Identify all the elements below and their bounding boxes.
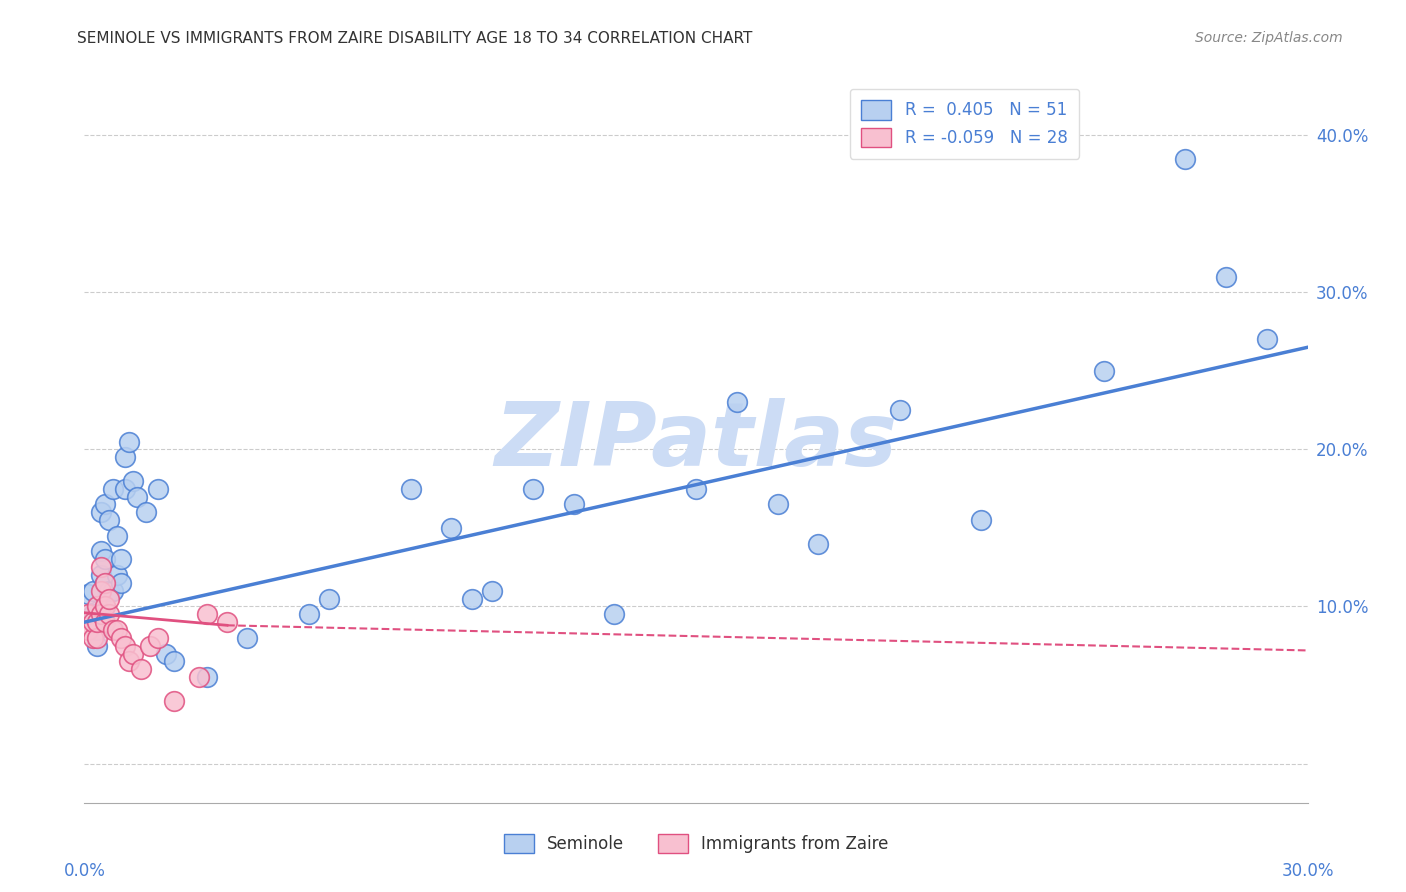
Point [298, 607, 321, 622]
Point [90, 568, 112, 582]
Point [110, 552, 132, 566]
Point [93, 599, 115, 614]
Text: Source: ZipAtlas.com: Source: ZipAtlas.com [1195, 31, 1343, 45]
Point [97, 513, 120, 527]
Point [440, 521, 463, 535]
Text: 30.0%: 30.0% [1281, 863, 1334, 880]
Point [114, 482, 136, 496]
Point [82, 615, 104, 630]
Legend: Seminole, Immigrants from Zaire: Seminole, Immigrants from Zaire [498, 827, 894, 860]
Point [1215, 269, 1237, 284]
Point [105, 568, 128, 582]
Text: SEMINOLE VS IMMIGRANTS FROM ZAIRE DISABILITY AGE 18 TO 34 CORRELATION CHART: SEMINOLE VS IMMIGRANTS FROM ZAIRE DISABI… [77, 31, 752, 46]
Point [889, 403, 911, 417]
Point [97, 591, 120, 606]
Point [603, 607, 626, 622]
Point [195, 607, 218, 622]
Point [131, 662, 153, 676]
Point [77, 607, 100, 622]
Point [110, 631, 132, 645]
Point [481, 583, 503, 598]
Point [82, 607, 104, 622]
Point [114, 450, 136, 465]
Text: ZIPatlas: ZIPatlas [495, 398, 897, 485]
Point [163, 655, 186, 669]
Point [77, 587, 100, 601]
Point [101, 482, 124, 496]
Point [807, 536, 830, 550]
Point [86, 623, 108, 637]
Point [118, 434, 141, 449]
Point [146, 482, 169, 496]
Point [86, 631, 108, 645]
Point [138, 639, 160, 653]
Point [82, 631, 104, 645]
Point [93, 599, 115, 614]
Point [105, 623, 128, 637]
Point [86, 607, 108, 622]
Point [90, 583, 112, 598]
Point [86, 615, 108, 630]
Point [122, 474, 145, 488]
Point [90, 544, 112, 558]
Point [461, 591, 484, 606]
Point [77, 623, 100, 637]
Point [110, 575, 132, 590]
Point [187, 670, 209, 684]
Point [970, 513, 993, 527]
Point [93, 575, 115, 590]
Point [97, 607, 120, 622]
Point [1092, 364, 1115, 378]
Point [93, 552, 115, 566]
Point [685, 482, 707, 496]
Point [163, 694, 186, 708]
Point [195, 670, 218, 684]
Point [135, 505, 157, 519]
Point [86, 599, 108, 614]
Point [1174, 152, 1197, 166]
Point [766, 497, 789, 511]
Point [562, 497, 585, 511]
Point [93, 575, 115, 590]
Point [146, 631, 169, 645]
Point [90, 560, 112, 574]
Point [90, 505, 112, 519]
Point [318, 591, 340, 606]
Point [86, 639, 108, 653]
Point [82, 583, 104, 598]
Point [93, 615, 115, 630]
Point [90, 607, 112, 622]
Point [155, 647, 177, 661]
Point [725, 395, 748, 409]
Point [101, 623, 124, 637]
Point [236, 631, 259, 645]
Point [399, 482, 422, 496]
Point [114, 639, 136, 653]
Point [105, 529, 128, 543]
Point [522, 482, 544, 496]
Point [93, 497, 115, 511]
Text: 0.0%: 0.0% [63, 863, 105, 880]
Point [217, 615, 239, 630]
Point [97, 583, 120, 598]
Point [101, 583, 124, 598]
Point [127, 490, 149, 504]
Point [118, 655, 141, 669]
Point [1256, 333, 1278, 347]
Point [122, 647, 145, 661]
